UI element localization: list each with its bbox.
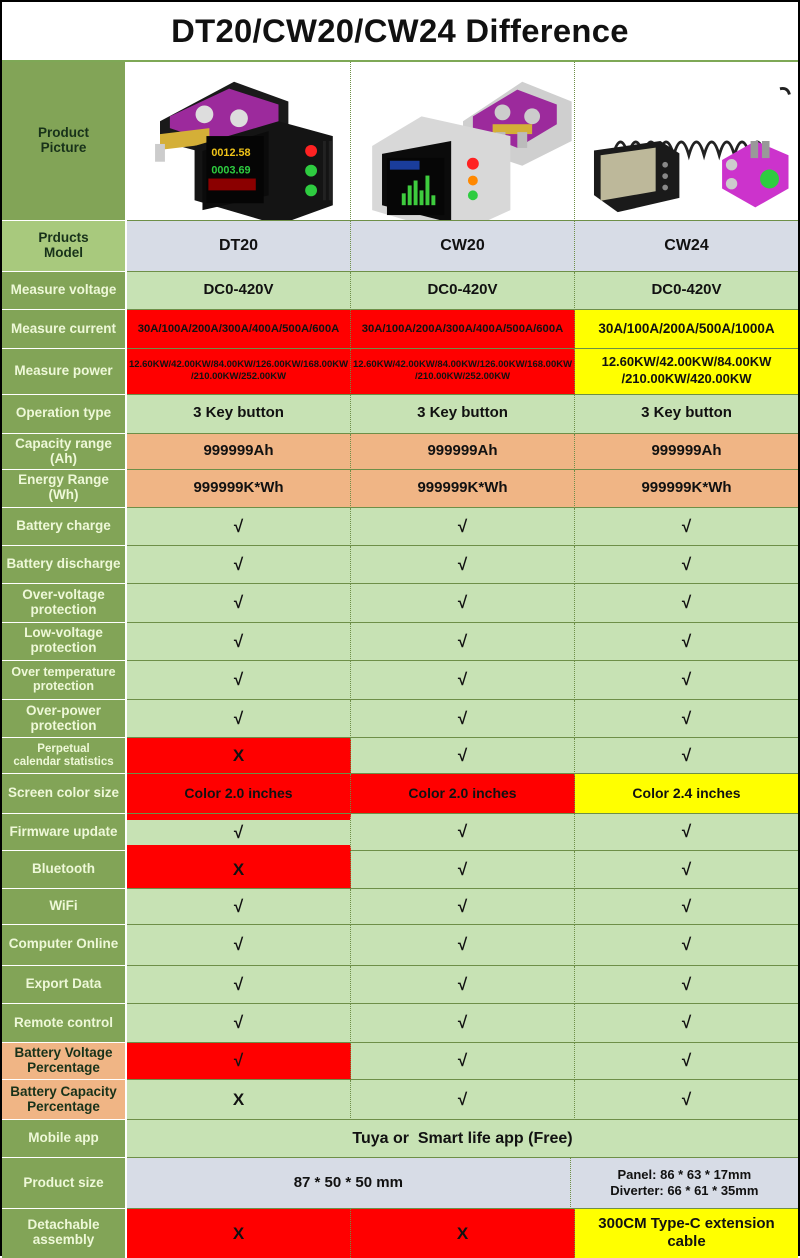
svg-text:0003.69: 0003.69	[211, 165, 250, 177]
svg-text:0012.58: 0012.58	[211, 147, 250, 159]
